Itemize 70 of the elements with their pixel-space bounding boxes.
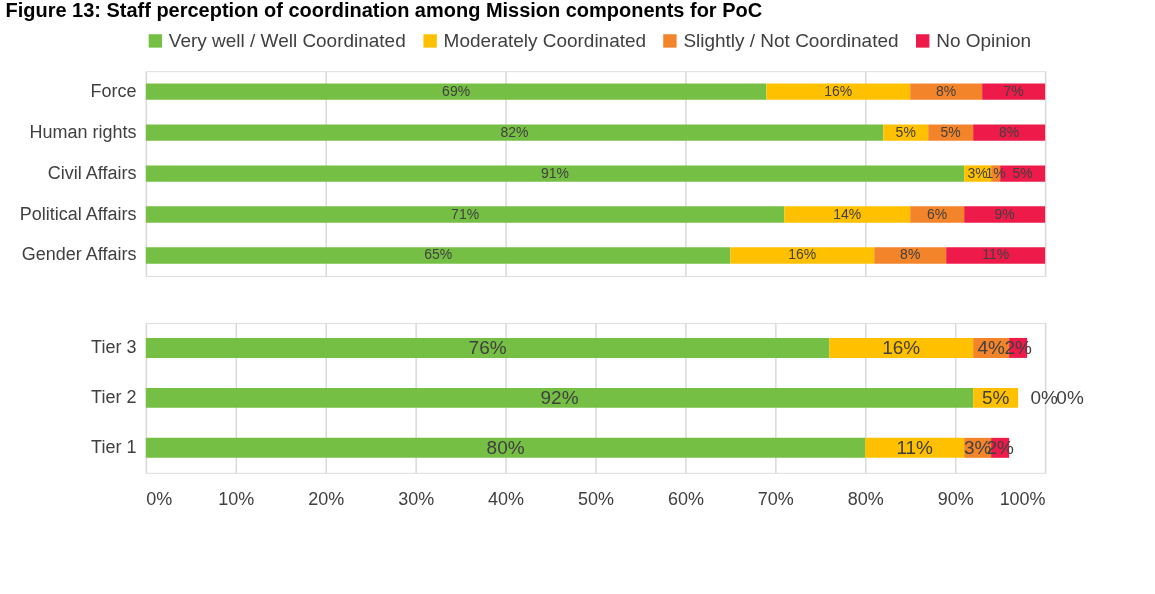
data-label: 69% bbox=[442, 82, 471, 99]
bar bbox=[145, 83, 767, 100]
bar bbox=[829, 337, 974, 358]
y-tick-label: Tier 1 bbox=[91, 436, 137, 457]
bar bbox=[145, 437, 866, 458]
data-label: 11% bbox=[896, 436, 934, 458]
x-tick-label: 30% bbox=[398, 489, 435, 510]
x-tick-label: 0% bbox=[146, 489, 173, 510]
bar bbox=[145, 165, 965, 182]
y-tick-label: Force bbox=[90, 80, 137, 101]
legend-label: Very well / Well Coordinated bbox=[168, 29, 406, 51]
legend-label: Moderately Coordinated bbox=[443, 29, 647, 51]
x-tick-label: 40% bbox=[488, 489, 525, 510]
bar bbox=[730, 247, 875, 264]
data-label: 82% bbox=[500, 123, 529, 140]
bar bbox=[784, 206, 911, 223]
bar bbox=[145, 206, 785, 223]
bar bbox=[964, 206, 1046, 223]
legend-label: No Opinion bbox=[936, 29, 1032, 51]
data-label: 8% bbox=[900, 246, 921, 263]
bar bbox=[145, 124, 884, 141]
data-label: 7% bbox=[1003, 82, 1024, 99]
data-label: 4% bbox=[977, 336, 1005, 358]
data-label: 16% bbox=[788, 246, 817, 263]
x-tick-label: 90% bbox=[937, 489, 974, 510]
bar bbox=[145, 387, 974, 408]
data-label: 5% bbox=[981, 386, 1010, 408]
data-label: 5% bbox=[895, 123, 916, 140]
x-tick-label: 10% bbox=[218, 489, 255, 510]
bar bbox=[982, 83, 1046, 100]
data-label: 76% bbox=[468, 336, 507, 358]
y-tick-label: Human rights bbox=[29, 121, 137, 142]
data-label: 11% bbox=[982, 246, 1010, 263]
bar bbox=[946, 247, 1046, 264]
bar bbox=[910, 83, 983, 100]
data-label: 14% bbox=[833, 205, 862, 222]
y-tick-label: Tier 2 bbox=[91, 386, 137, 407]
data-label: 65% bbox=[424, 246, 453, 263]
data-label: 16% bbox=[824, 82, 853, 99]
bar bbox=[145, 247, 731, 264]
x-tick-label: 60% bbox=[667, 489, 704, 510]
x-tick-label: 100% bbox=[999, 489, 1046, 510]
data-label: 80% bbox=[486, 436, 525, 458]
y-tick-label: Tier 3 bbox=[91, 336, 137, 357]
data-label: 16% bbox=[882, 336, 921, 358]
bar bbox=[766, 83, 911, 100]
y-tick-label: Political Affairs bbox=[19, 203, 137, 224]
x-tick-label: 70% bbox=[757, 489, 794, 510]
bar bbox=[874, 247, 947, 264]
data-label: 0% bbox=[1056, 386, 1084, 408]
bar bbox=[973, 124, 1046, 141]
chart-title: Figure 13: Staff perception of coordination among Mission components for PoC bbox=[5, 0, 763, 21]
data-label: 71% bbox=[451, 205, 480, 222]
x-tick-label: 80% bbox=[847, 489, 884, 510]
data-label: 8% bbox=[936, 82, 957, 99]
data-label: 92% bbox=[540, 386, 579, 408]
data-label: 5% bbox=[1012, 164, 1033, 181]
data-label: 5% bbox=[940, 123, 961, 140]
bar bbox=[145, 337, 830, 358]
data-label: 8% bbox=[999, 123, 1020, 140]
y-tick-label: Gender Affairs bbox=[21, 244, 137, 265]
x-tick-label: 50% bbox=[578, 489, 614, 510]
data-label: 0% bbox=[1030, 386, 1058, 408]
data-label: 6% bbox=[927, 205, 948, 222]
y-tick-label: Civil Affairs bbox=[47, 162, 137, 183]
data-label: 9% bbox=[994, 205, 1015, 222]
data-label: 3% bbox=[967, 164, 988, 181]
legend-label: Slightly / Not Coordinated bbox=[683, 29, 899, 51]
data-label: 91% bbox=[541, 164, 569, 181]
x-tick-label: 20% bbox=[308, 489, 345, 510]
